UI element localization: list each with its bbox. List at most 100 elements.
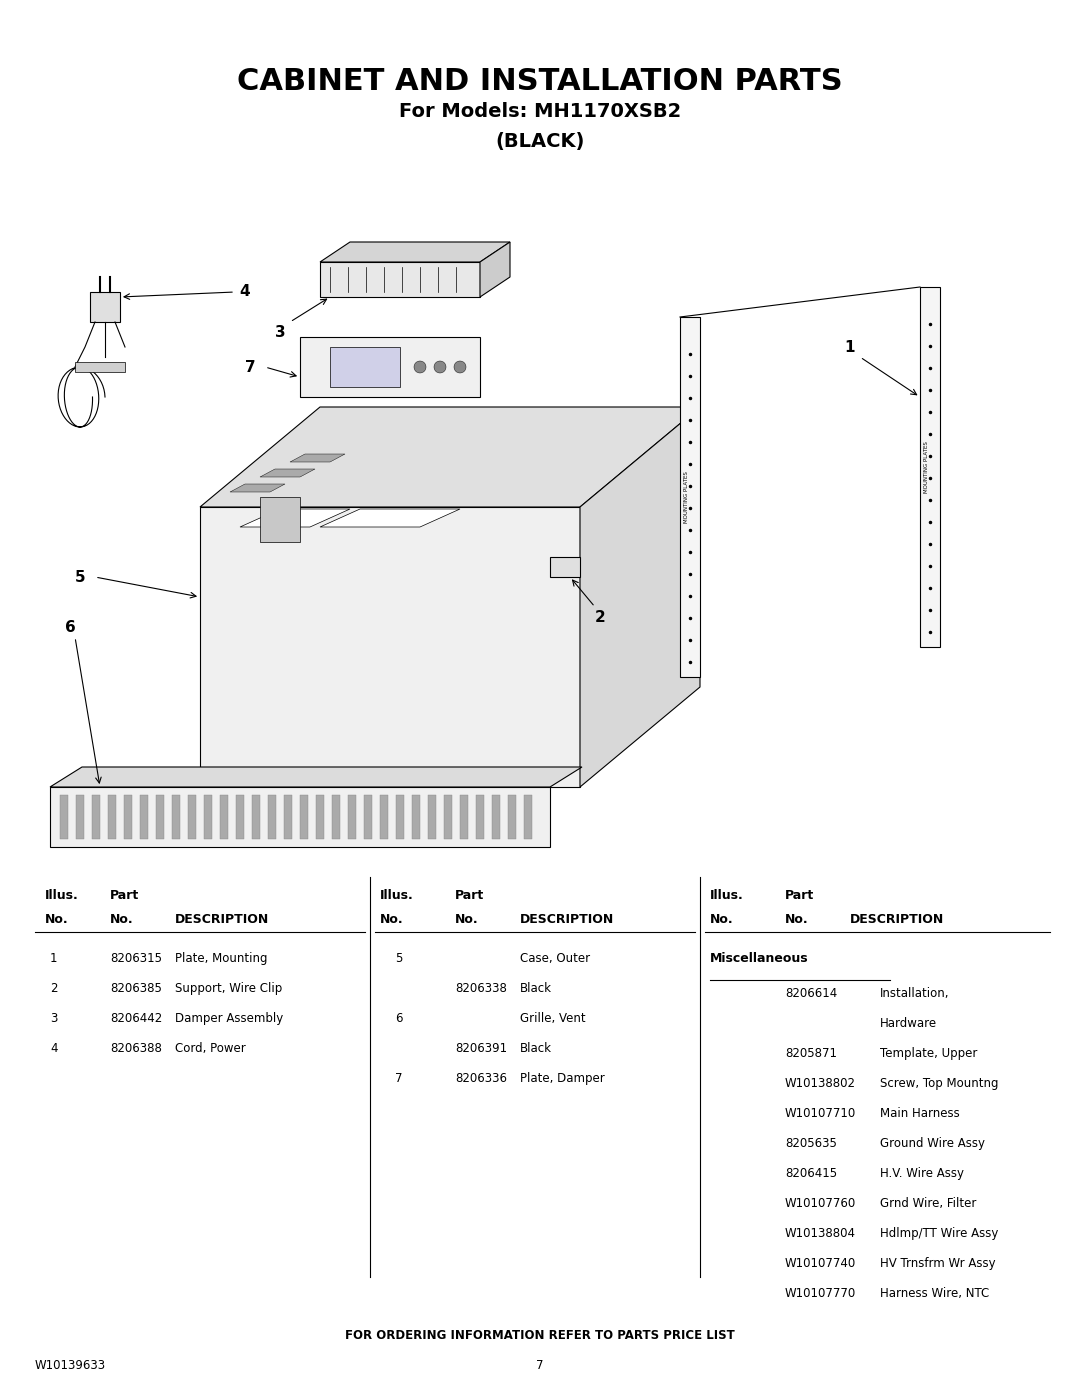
Polygon shape	[580, 407, 700, 787]
Text: Hardware: Hardware	[880, 1017, 937, 1030]
Text: Ground Wire Assy: Ground Wire Assy	[880, 1137, 985, 1150]
Polygon shape	[50, 767, 582, 787]
Text: 8206442: 8206442	[110, 1011, 162, 1025]
Text: MOUNTING PLATES: MOUNTING PLATES	[924, 441, 930, 493]
Polygon shape	[508, 795, 516, 840]
Polygon shape	[380, 795, 388, 840]
Text: 6: 6	[65, 619, 76, 634]
Text: Installation,: Installation,	[880, 988, 949, 1000]
Polygon shape	[550, 557, 580, 577]
Polygon shape	[460, 795, 468, 840]
Text: Black: Black	[519, 982, 552, 995]
Text: Hdlmp/TT Wire Assy: Hdlmp/TT Wire Assy	[880, 1227, 998, 1241]
Text: Main Harness: Main Harness	[880, 1106, 960, 1120]
Polygon shape	[75, 362, 125, 372]
Text: 5: 5	[395, 951, 403, 965]
Text: 8206336: 8206336	[455, 1071, 507, 1085]
Text: Plate, Damper: Plate, Damper	[519, 1071, 605, 1085]
Polygon shape	[330, 346, 400, 387]
Text: DESCRIPTION: DESCRIPTION	[175, 914, 269, 926]
Polygon shape	[260, 469, 315, 476]
Text: CABINET AND INSTALLATION PARTS: CABINET AND INSTALLATION PARTS	[238, 67, 842, 96]
Text: W10138802: W10138802	[785, 1077, 856, 1090]
Text: 7: 7	[395, 1071, 403, 1085]
Text: 8206391: 8206391	[455, 1042, 508, 1055]
Text: W10107710: W10107710	[785, 1106, 856, 1120]
Polygon shape	[76, 795, 84, 840]
Polygon shape	[480, 242, 510, 298]
Polygon shape	[300, 795, 308, 840]
Text: 2: 2	[595, 609, 606, 624]
Polygon shape	[237, 795, 244, 840]
Text: No.: No.	[455, 914, 478, 926]
Polygon shape	[348, 795, 356, 840]
Text: DESCRIPTION: DESCRIPTION	[519, 914, 615, 926]
Polygon shape	[300, 337, 480, 397]
Polygon shape	[524, 795, 532, 840]
Polygon shape	[444, 795, 453, 840]
Polygon shape	[252, 795, 260, 840]
Text: 7: 7	[537, 1359, 543, 1372]
Text: DESCRIPTION: DESCRIPTION	[850, 914, 944, 926]
Text: Illus.: Illus.	[380, 888, 414, 902]
Polygon shape	[476, 795, 484, 840]
Polygon shape	[240, 509, 350, 527]
Text: Black: Black	[519, 1042, 552, 1055]
Polygon shape	[156, 795, 164, 840]
Text: (BLACK): (BLACK)	[496, 131, 584, 151]
Text: 3: 3	[274, 324, 285, 339]
Circle shape	[434, 360, 446, 373]
Polygon shape	[260, 497, 300, 542]
Polygon shape	[188, 795, 195, 840]
Text: Illus.: Illus.	[710, 888, 744, 902]
Text: 8206415: 8206415	[785, 1166, 837, 1180]
Polygon shape	[60, 795, 68, 840]
Text: Damper Assembly: Damper Assembly	[175, 1011, 283, 1025]
Polygon shape	[92, 795, 100, 840]
Text: 1: 1	[50, 951, 57, 965]
Text: 6: 6	[395, 1011, 403, 1025]
Circle shape	[414, 360, 426, 373]
Text: No.: No.	[380, 914, 404, 926]
Text: No.: No.	[45, 914, 69, 926]
Text: HV Trnsfrm Wr Assy: HV Trnsfrm Wr Assy	[880, 1257, 996, 1270]
Polygon shape	[200, 507, 580, 787]
Text: Screw, Top Mountng: Screw, Top Mountng	[880, 1077, 999, 1090]
Text: Part: Part	[455, 888, 484, 902]
Text: Cord, Power: Cord, Power	[175, 1042, 246, 1055]
Polygon shape	[124, 795, 132, 840]
Text: For Models: MH1170XSB2: For Models: MH1170XSB2	[399, 102, 681, 122]
Text: Part: Part	[110, 888, 139, 902]
Polygon shape	[50, 787, 550, 847]
Text: Harness Wire, NTC: Harness Wire, NTC	[880, 1287, 989, 1301]
Text: 8206385: 8206385	[110, 982, 162, 995]
Polygon shape	[268, 795, 276, 840]
Text: 8206338: 8206338	[455, 982, 507, 995]
Text: MOUNTING PLATES: MOUNTING PLATES	[685, 471, 689, 522]
Polygon shape	[230, 483, 285, 492]
Text: 4: 4	[240, 285, 251, 299]
Polygon shape	[90, 292, 120, 321]
Polygon shape	[172, 795, 180, 840]
Polygon shape	[364, 795, 372, 840]
Text: 4: 4	[50, 1042, 57, 1055]
Text: W10107740: W10107740	[785, 1257, 856, 1270]
Text: Part: Part	[785, 888, 814, 902]
Polygon shape	[920, 286, 940, 647]
Text: W10107760: W10107760	[785, 1197, 856, 1210]
Text: Illus.: Illus.	[45, 888, 79, 902]
Text: 8205635: 8205635	[785, 1137, 837, 1150]
Polygon shape	[140, 795, 148, 840]
Text: Grnd Wire, Filter: Grnd Wire, Filter	[880, 1197, 976, 1210]
Text: 8205871: 8205871	[785, 1046, 837, 1060]
Polygon shape	[284, 795, 292, 840]
Polygon shape	[492, 795, 500, 840]
Polygon shape	[204, 795, 212, 840]
Text: No.: No.	[710, 914, 733, 926]
Polygon shape	[291, 454, 345, 462]
Text: Support, Wire Clip: Support, Wire Clip	[175, 982, 282, 995]
Polygon shape	[320, 242, 510, 263]
Text: 8206315: 8206315	[110, 951, 162, 965]
Text: 8206388: 8206388	[110, 1042, 162, 1055]
Text: Template, Upper: Template, Upper	[880, 1046, 977, 1060]
